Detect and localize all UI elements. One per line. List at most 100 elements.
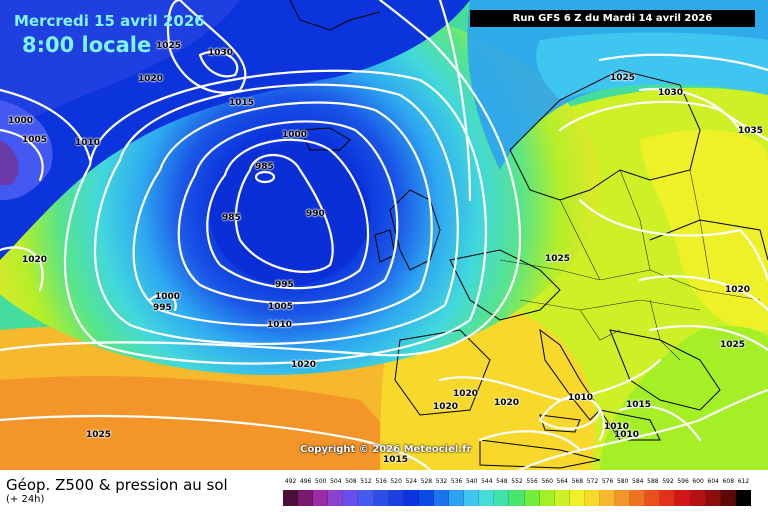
scale-label: 596 — [677, 478, 689, 485]
scale-cell — [418, 490, 434, 506]
scale-cell — [509, 490, 525, 506]
scale-cell — [433, 490, 450, 506]
scale-label: 528 — [420, 478, 433, 485]
scale-cell — [328, 490, 344, 506]
product-subtitle: (+ 24h) — [6, 494, 45, 505]
scale-cell — [645, 490, 661, 506]
scale-label: 524 — [405, 478, 418, 485]
scale-cell — [660, 490, 676, 506]
scale-label: 584 — [632, 478, 644, 485]
color-scale-labels: 492 496 500 504 508 512 516 520 524 528 532 536 540 5… — [283, 478, 751, 488]
isobar-label: 1020 — [291, 360, 317, 370]
field-southwest — [0, 376, 400, 470]
scale-label: 592 — [662, 478, 674, 485]
run-info: Run GFS 6 Z du Mardi 14 avril 2026 — [470, 10, 755, 27]
isobar-label: 1020 — [138, 74, 164, 84]
isobar-label: 995 — [153, 303, 172, 313]
field-greenland — [0, 0, 240, 130]
isobar-label: 1020 — [494, 398, 520, 408]
scale-cell — [630, 490, 646, 506]
scale-label: 536 — [450, 478, 463, 485]
scale-cell — [690, 490, 706, 506]
borders — [499, 169, 761, 361]
isobar-label: 1015 — [383, 455, 409, 465]
isobar-label: 1025 — [545, 254, 571, 264]
scale-cell — [449, 490, 465, 506]
scale-label: 600 — [692, 478, 704, 485]
scale-cell — [720, 490, 736, 506]
isobar-label: 1020 — [433, 402, 459, 412]
scale-label: 556 — [526, 478, 538, 485]
scale-label: 564 — [556, 478, 568, 485]
scale-cell — [524, 490, 540, 506]
isobar-label: 1010 — [267, 320, 293, 330]
isobar-label: 1000 — [282, 130, 308, 140]
isobar-label: 1005 — [22, 135, 48, 145]
forecast-date: Mercredi 15 avril 2026 — [14, 12, 205, 30]
scale-label: 608 — [722, 478, 735, 485]
scale-cell — [358, 490, 374, 506]
scale-cell — [539, 490, 555, 506]
copyright-text: Copyright © 2026 Meteociel.fr — [300, 444, 472, 455]
isobars — [0, 0, 768, 470]
scale-label: 516 — [375, 478, 387, 485]
isobar-label: 1025 — [720, 340, 746, 350]
scale-cell — [283, 490, 299, 506]
isobar-label: 1030 — [208, 48, 234, 58]
scale-label: 500 — [315, 478, 327, 485]
scale-cell — [313, 490, 329, 506]
scale-cell — [388, 490, 404, 506]
scale-label: 520 — [390, 478, 402, 485]
scale-label: 612 — [737, 478, 750, 485]
isobar-label: 1025 — [86, 430, 112, 440]
isobar-label: 1025 — [610, 73, 636, 83]
scale-label: 576 — [601, 478, 614, 485]
isobar-label: 1020 — [453, 389, 479, 399]
isobar-label: 1005 — [268, 302, 294, 312]
product-title: Géop. Z500 & pression au sol — [6, 476, 228, 494]
isobar-label: 1035 — [738, 126, 764, 136]
scale-cell — [615, 490, 631, 506]
scale-cell — [298, 490, 314, 506]
map-canvas — [0, 0, 768, 470]
isobar-label: 1000 — [8, 116, 34, 126]
field-southeast — [600, 325, 768, 470]
field-canada-deep — [0, 140, 19, 185]
scale-label: 492 — [284, 478, 297, 485]
scale-label: 552 — [511, 478, 523, 485]
scale-cell — [554, 490, 570, 506]
isobar-label: 1000 — [155, 292, 181, 302]
color-scale — [283, 490, 751, 506]
isobar-label: 985 — [222, 213, 241, 223]
scale-cell — [464, 490, 480, 506]
scale-cell — [569, 490, 585, 506]
scale-label: 508 — [345, 478, 357, 485]
isobar-label: 1010 — [568, 393, 594, 403]
isobar-label: 985 — [255, 162, 274, 172]
scale-label: 504 — [330, 478, 342, 485]
isobar-label: 1010 — [604, 422, 630, 432]
scale-cell — [735, 490, 751, 506]
isobar-label: 995 — [275, 280, 294, 290]
isobar-label: 1020 — [22, 255, 48, 265]
scale-cell — [373, 490, 389, 506]
scale-label: 588 — [647, 478, 659, 485]
scale-cell — [403, 490, 419, 506]
scale-label: 544 — [481, 478, 493, 485]
isobar-label: 990 — [306, 209, 325, 219]
isobar-label: 1010 — [614, 430, 640, 440]
scale-label: 560 — [541, 478, 553, 485]
scale-cell — [343, 490, 359, 506]
scale-label: 572 — [586, 478, 599, 485]
scale-label: 532 — [435, 478, 448, 485]
scale-cell — [705, 490, 721, 506]
scale-label: 568 — [571, 478, 584, 485]
scale-cell — [479, 490, 495, 506]
scale-label: 548 — [496, 478, 508, 485]
isobar-label: 1015 — [229, 98, 255, 108]
scale-label: 604 — [707, 478, 719, 485]
scale-cell — [494, 490, 510, 506]
isobar-label: 1015 — [626, 400, 652, 410]
isobar-label: 1010 — [75, 138, 101, 148]
